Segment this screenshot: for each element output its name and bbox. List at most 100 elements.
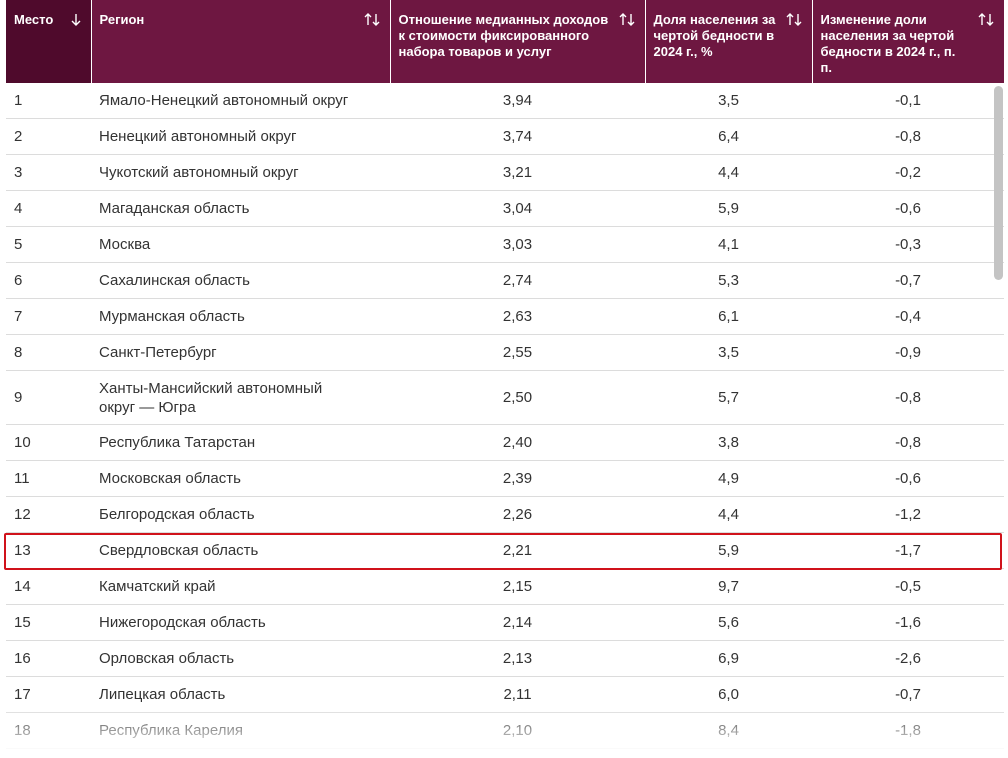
value-cell: 6,0 <box>645 676 812 713</box>
table-row: 5 Москва 3,03 4,1 -0,3 <box>6 226 1004 263</box>
value-cell: 6,1 <box>645 298 812 335</box>
table-row: 2 Ненецкий автономный округ 3,74 6,4 -0,8 <box>6 118 1004 155</box>
region-cell: Сахалинская область <box>91 262 390 299</box>
value-cell: 5,6 <box>645 604 812 641</box>
column-header[interactable]: Доля населения за чертой бедности в 2024… <box>644 0 812 83</box>
table-row: 9 Ханты-Мансийский автономный округ — Югр… <box>6 370 1004 425</box>
column-header[interactable]: Регион <box>90 0 390 83</box>
value-cell: 2,55 <box>390 334 645 371</box>
value-cell: 3,5 <box>645 83 812 119</box>
rank-cell: 7 <box>6 298 91 335</box>
header-label: Доля населения за чертой бедности в 2024… <box>653 12 776 59</box>
sort-icon[interactable] <box>786 13 802 27</box>
scrollbar[interactable] <box>994 86 1003 280</box>
value-cell: -0,3 <box>812 226 1004 263</box>
value-cell: 2,14 <box>390 604 645 641</box>
table-container: Место Регион Отношение медианных доходов к… <box>6 0 1004 749</box>
rank-cell: 1 <box>6 83 91 119</box>
value-cell: 3,5 <box>645 334 812 371</box>
value-cell: 9,7 <box>645 568 812 605</box>
value-cell: 4,9 <box>645 460 812 497</box>
value-cell: -2,6 <box>812 640 1004 677</box>
sort-icon[interactable] <box>619 13 635 27</box>
rank-cell: 15 <box>6 604 91 641</box>
column-header[interactable]: Изменение доли населения за чертой бедно… <box>811 0 1004 83</box>
value-cell: -0,8 <box>812 424 1004 461</box>
column-header[interactable]: Отношение медианных доходов к стоимости … <box>389 0 645 83</box>
region-cell: Московская область <box>91 460 390 497</box>
value-cell: 2,63 <box>390 298 645 335</box>
value-cell: 3,21 <box>390 154 645 191</box>
table-body: 1 Ямало-Ненецкий автономный округ 3,94 3,5-… <box>6 83 1004 749</box>
table-row: 8 Санкт-Петербург 2,55 3,5 -0,9 <box>6 334 1004 371</box>
region-cell: Ненецкий автономный округ <box>91 118 390 155</box>
region-cell: Свердловская область <box>91 532 390 569</box>
column-header[interactable]: Место <box>6 0 91 83</box>
table-row: 12 Белгородская область 2,26 4,4 -1,2 <box>6 496 1004 533</box>
header-label: Отношение медианных доходов к стоимости … <box>398 12 609 59</box>
region-cell: Москва <box>91 226 390 263</box>
table-row: 18 Республика Карелия 2,10 8,4 -1,8 <box>6 712 1004 749</box>
table-row: 4 Магаданская область 3,04 5,9 -0,6 <box>6 190 1004 227</box>
header-label: Изменение доли населения за чертой бедно… <box>820 12 956 75</box>
header-label: Место <box>14 12 54 27</box>
value-cell: 3,03 <box>390 226 645 263</box>
sort-icon[interactable] <box>978 13 994 27</box>
region-cell: Санкт-Петербург <box>91 334 390 371</box>
value-cell: 3,94 <box>390 83 645 119</box>
value-cell: 2,74 <box>390 262 645 299</box>
region-cell: Ямало-Ненецкий автономный округ <box>91 83 390 119</box>
rank-cell: 14 <box>6 568 91 605</box>
value-cell: -0,9 <box>812 334 1004 371</box>
table-row: 16 Орловская область 2,13 6,9 -2,6 <box>6 640 1004 677</box>
value-cell: 6,4 <box>645 118 812 155</box>
region-cell: Республика Татарстан <box>91 424 390 461</box>
rank-cell: 9 <box>6 370 91 425</box>
table-row: 14 Камчатский край 2,15 9,7 -0,5 <box>6 568 1004 605</box>
rank-cell: 4 <box>6 190 91 227</box>
value-cell: 5,9 <box>645 532 812 569</box>
value-cell: 3,74 <box>390 118 645 155</box>
rank-cell: 2 <box>6 118 91 155</box>
value-cell: -0,7 <box>812 262 1004 299</box>
rank-cell: 16 <box>6 640 91 677</box>
rank-cell: 6 <box>6 262 91 299</box>
value-cell: -1,8 <box>812 712 1004 749</box>
value-cell: 2,26 <box>390 496 645 533</box>
value-cell: 5,9 <box>645 190 812 227</box>
value-cell: -0,8 <box>812 118 1004 155</box>
table-row: 17 Липецкая область 2,11 6,0 -0,7 <box>6 676 1004 713</box>
region-cell: Мурманская область <box>91 298 390 335</box>
value-cell: -0,6 <box>812 460 1004 497</box>
value-cell: -1,6 <box>812 604 1004 641</box>
value-cell: 2,21 <box>390 532 645 569</box>
value-cell: 3,04 <box>390 190 645 227</box>
value-cell: 2,10 <box>390 712 645 749</box>
value-cell: -0,2 <box>812 154 1004 191</box>
value-cell: -0,8 <box>812 370 1004 425</box>
sort-icon[interactable] <box>71 13 81 27</box>
value-cell: -0,5 <box>812 568 1004 605</box>
value-cell: -0,7 <box>812 676 1004 713</box>
value-cell: 5,7 <box>645 370 812 425</box>
value-cell: 4,1 <box>645 226 812 263</box>
value-cell: 2,50 <box>390 370 645 425</box>
value-cell: 4,4 <box>645 496 812 533</box>
table-row: 13 Свердловская область 2,21 5,9 -1,7 <box>6 532 1004 569</box>
rank-cell: 8 <box>6 334 91 371</box>
region-cell: Белгородская область <box>91 496 390 533</box>
table-row: 7 Мурманская область 2,63 6,1 -0,4 <box>6 298 1004 335</box>
sort-icon[interactable] <box>364 13 380 27</box>
region-cell: Ханты-Мансийский автономный округ — Югра <box>91 370 390 425</box>
value-cell: 2,15 <box>390 568 645 605</box>
value-cell: 8,4 <box>645 712 812 749</box>
header-row: Место Регион Отношение медианных доходов к… <box>6 0 1004 83</box>
value-cell: 2,11 <box>390 676 645 713</box>
region-cell: Липецкая область <box>91 676 390 713</box>
value-cell: -0,4 <box>812 298 1004 335</box>
table-row: 15 Нижегородская область 2,14 5,6 -1,6 <box>6 604 1004 641</box>
value-cell: 2,39 <box>390 460 645 497</box>
value-cell: 3,8 <box>645 424 812 461</box>
